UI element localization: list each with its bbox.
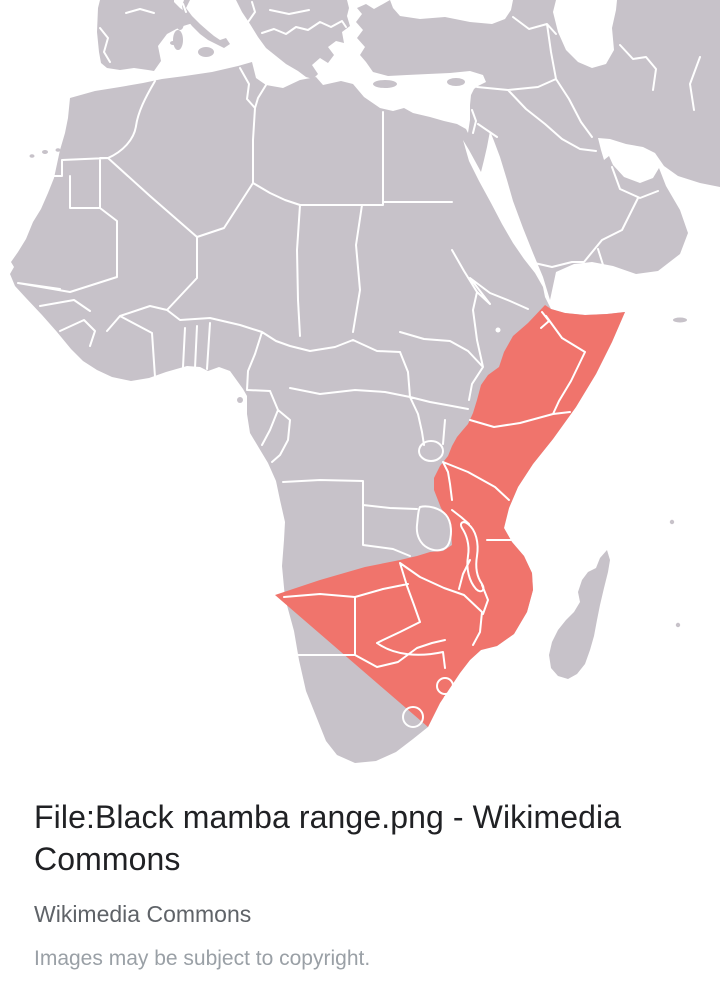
- italy-landmass: [182, 0, 230, 48]
- image-source-link[interactable]: Wikimedia Commons: [34, 901, 252, 927]
- swaziland-border: [436, 677, 454, 695]
- cyprus-island: [447, 78, 465, 86]
- lesotho-border: [402, 706, 424, 728]
- image-caption: File:Black mamba range.png - Wikimedia C…: [0, 790, 720, 971]
- bioko-island: [237, 397, 243, 403]
- iberia-landmass: [97, 0, 193, 71]
- copyright-notice: Images may be subject to copyright.: [34, 947, 371, 970]
- lake-victoria: [418, 440, 444, 462]
- small-islands: [29, 145, 687, 628]
- lake-malawi: [459, 521, 485, 593]
- lake-tana: [495, 327, 501, 333]
- africa-eurasia-landmass: [10, 0, 720, 763]
- crete-island: [373, 80, 397, 88]
- range-overlay: [275, 305, 625, 727]
- balkans-landmass: [236, 0, 350, 79]
- socotra-island: [673, 317, 687, 323]
- image-title-link[interactable]: File:Black mamba range.png - Wikimedia C…: [34, 799, 622, 877]
- range-map-image[interactable]: [0, 0, 720, 790]
- balearic-island: [170, 41, 176, 45]
- country-borders: [17, 1, 701, 713]
- sardinia-island: [173, 30, 183, 50]
- africa-range-map-svg: [10, 0, 720, 763]
- corsica-island: [176, 16, 184, 30]
- sicily-island: [198, 47, 214, 57]
- madagascar-island: [549, 550, 610, 679]
- katanga-pedicle: [415, 505, 452, 552]
